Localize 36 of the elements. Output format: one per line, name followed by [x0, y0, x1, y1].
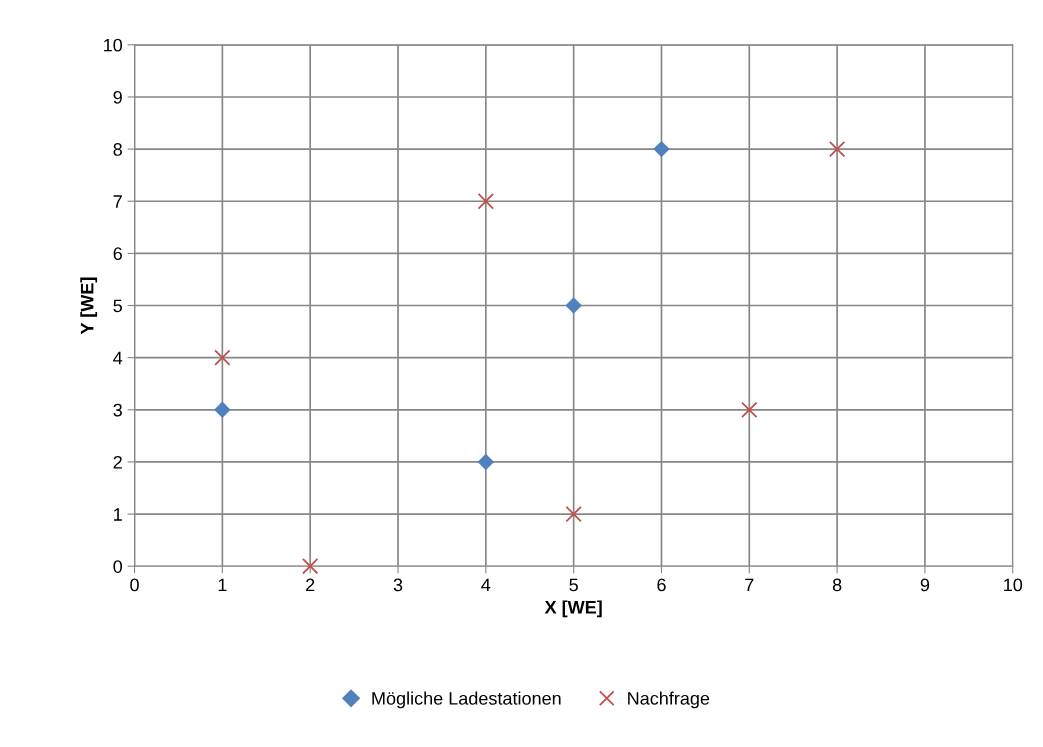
x-tick-label: 10: [1004, 578, 1023, 592]
x-tick-label: 7: [745, 578, 754, 592]
y-tick-label: 5: [113, 299, 122, 313]
x-tick-label: 2: [306, 578, 315, 592]
legend-label: Mögliche Ladestationen: [372, 691, 561, 709]
point: [565, 505, 582, 523]
point: [302, 558, 319, 575]
x-tick-label: 9: [920, 578, 930, 592]
y-tick-label: 4: [113, 351, 123, 365]
x-tick-label: 0: [130, 578, 139, 592]
point: [214, 401, 231, 419]
y-tick-label: 7: [113, 195, 122, 208]
point: [477, 193, 495, 210]
x-tick-label: 1: [218, 578, 227, 592]
y-tick-label: 9: [113, 90, 122, 104]
y-tick-label: 10: [104, 38, 123, 52]
point: [828, 140, 846, 158]
x-tick-label: 3: [393, 578, 403, 592]
x-tick-label: 8: [832, 578, 842, 592]
x-tick-label: 4: [481, 578, 491, 592]
point: [477, 453, 495, 471]
y-axis-title: Y [WE]: [80, 277, 98, 335]
y-tick-label: 3: [113, 403, 122, 417]
x-tick-label: 6: [657, 578, 666, 592]
point: [653, 140, 670, 158]
y-tick-label: 0: [113, 560, 123, 573]
y-tick-label: 1: [114, 508, 122, 521]
y-tick-label: 8: [113, 143, 122, 156]
x-tick-label: 5: [569, 578, 578, 592]
y-tick-label: 6: [113, 247, 122, 261]
point: [565, 297, 582, 314]
point: [214, 349, 231, 366]
x-axis-title: X [WE]: [544, 600, 602, 618]
legend-label: Nachfrage: [628, 691, 710, 709]
point: [741, 401, 758, 418]
y-tick-label: 2: [113, 455, 122, 469]
